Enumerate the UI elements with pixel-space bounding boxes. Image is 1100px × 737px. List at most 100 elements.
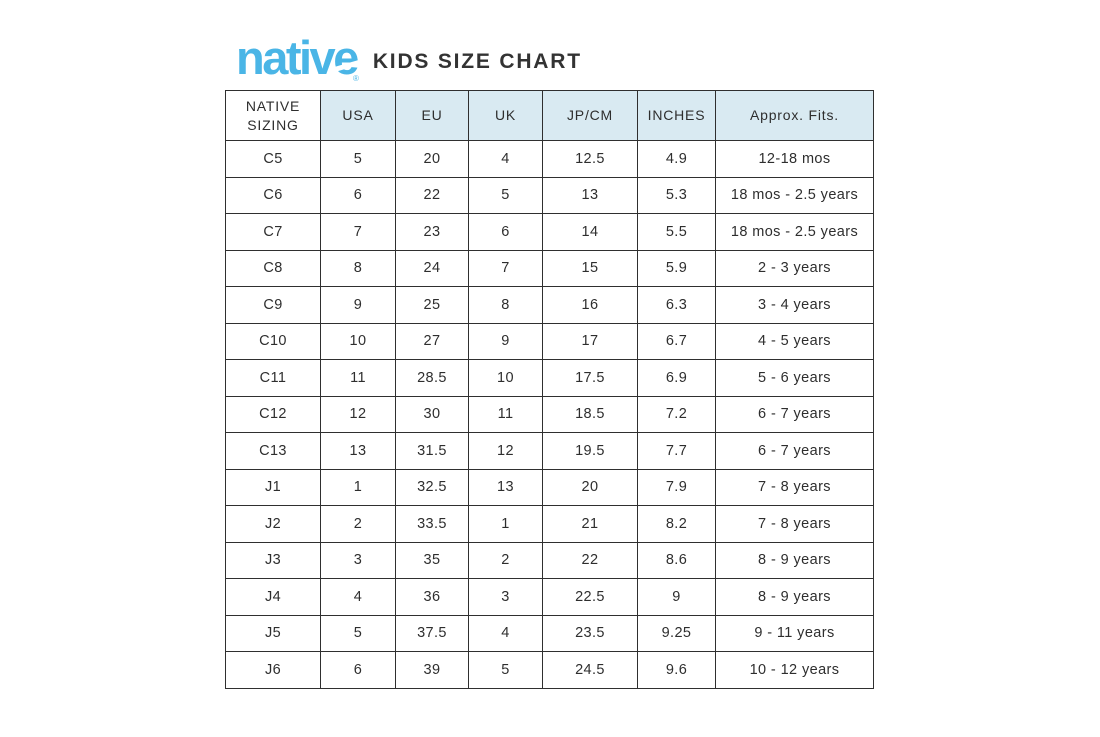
table-cell: 3 <box>468 578 543 616</box>
table-cell: 8.6 <box>637 541 716 579</box>
table-cell: C7 <box>225 213 321 251</box>
table-row: J1 1 32.5 13 20 7.9 7 - 8 years <box>225 468 874 506</box>
table-cell: 5 - 6 years <box>715 359 874 397</box>
table-cell: J4 <box>225 578 321 616</box>
table-cell: 23.5 <box>542 614 638 652</box>
table-cell: 28.5 <box>395 359 469 397</box>
table-cell: J5 <box>225 614 321 652</box>
table-cell: 1 <box>468 505 543 543</box>
table-row: J6 6 39 5 24.5 9.6 10 - 12 years <box>225 651 874 689</box>
table-cell: 32.5 <box>395 468 469 506</box>
table-cell: 2 <box>320 505 396 543</box>
table-cell: 8 <box>468 286 543 324</box>
table-row: C6 6 22 5 13 5.3 18 mos - 2.5 years <box>225 176 874 214</box>
column-header-approx-fits: Approx. Fits. <box>715 90 874 141</box>
table-cell: 8 <box>320 249 396 287</box>
table-row: J2 2 33.5 1 21 8.2 7 - 8 years <box>225 505 874 543</box>
table-cell: 5.9 <box>637 249 716 287</box>
table-cell: 9.6 <box>637 651 716 689</box>
column-header-uk: UK <box>468 90 543 141</box>
page-header: native ® KIDS SIZE CHART <box>236 34 582 84</box>
table-cell: 33.5 <box>395 505 469 543</box>
table-cell: 23 <box>395 213 469 251</box>
table-cell: 2 <box>468 541 543 579</box>
table-cell: 6.9 <box>637 359 716 397</box>
table-row: J5 5 37.5 4 23.5 9.25 9 - 11 years <box>225 614 874 652</box>
table-cell: 24.5 <box>542 651 638 689</box>
table-cell: 4 - 5 years <box>715 322 874 360</box>
table-cell: 39 <box>395 651 469 689</box>
table-cell: 4 <box>320 578 396 616</box>
table-cell: 6 <box>320 176 396 214</box>
table-header-row: NATIVE SIZING USA EU UK JP/CM INCHES App… <box>225 90 874 141</box>
native-logo: native ® <box>236 30 362 85</box>
table-cell: 7 - 8 years <box>715 468 874 506</box>
table-cell: 12 <box>320 395 396 433</box>
table-cell: J1 <box>225 468 321 506</box>
table-cell: J6 <box>225 651 321 689</box>
table-cell: 10 - 12 years <box>715 651 874 689</box>
table-cell: 3 - 4 years <box>715 286 874 324</box>
table-cell: 8.2 <box>637 505 716 543</box>
table-cell: 17.5 <box>542 359 638 397</box>
table-cell: 13 <box>320 432 396 470</box>
table-cell: 9 <box>637 578 716 616</box>
table-cell: 8 - 9 years <box>715 578 874 616</box>
table-cell: 4 <box>468 614 543 652</box>
table-cell: C6 <box>225 176 321 214</box>
table-cell: C12 <box>225 395 321 433</box>
table-cell: 5.3 <box>637 176 716 214</box>
table-cell: 10 <box>468 359 543 397</box>
table-cell: 7.2 <box>637 395 716 433</box>
column-header-eu: EU <box>395 90 469 141</box>
table-cell: 3 <box>320 541 396 579</box>
table-cell: 9 <box>320 286 396 324</box>
table-cell: 6 <box>320 651 396 689</box>
table-cell: 5.5 <box>637 213 716 251</box>
table-cell: C5 <box>225 140 321 178</box>
table-cell: 5 <box>468 176 543 214</box>
table-cell: 18 mos - 2.5 years <box>715 176 874 214</box>
column-header-inches: INCHES <box>637 90 716 141</box>
table-cell: 22 <box>542 541 638 579</box>
table-cell: 13 <box>468 468 543 506</box>
table-cell: 5 <box>468 651 543 689</box>
table-row: J4 4 36 3 22.5 9 8 - 9 years <box>225 578 874 616</box>
table-cell: 7 - 8 years <box>715 505 874 543</box>
table-cell: 31.5 <box>395 432 469 470</box>
table-cell: 1 <box>320 468 396 506</box>
table-cell: 20 <box>542 468 638 506</box>
page-title: KIDS SIZE CHART <box>372 50 582 73</box>
table-cell: 12 <box>468 432 543 470</box>
table-cell: 37.5 <box>395 614 469 652</box>
table-cell: 13 <box>542 176 638 214</box>
table-cell: 10 <box>320 322 396 360</box>
table-cell: 20 <box>395 140 469 178</box>
table-cell: 6 - 7 years <box>715 432 874 470</box>
table-row: C12 12 30 11 18.5 7.2 6 - 7 years <box>225 395 874 433</box>
table-cell: 7 <box>468 249 543 287</box>
table-row: C11 11 28.5 10 17.5 6.9 5 - 6 years <box>225 359 874 397</box>
table-row: J3 3 35 2 22 8.6 8 - 9 years <box>225 541 874 579</box>
table-cell: J2 <box>225 505 321 543</box>
table-cell: 6.7 <box>637 322 716 360</box>
table-cell: 36 <box>395 578 469 616</box>
table-cell: 22.5 <box>542 578 638 616</box>
column-header-native-sizing: NATIVE SIZING <box>225 90 321 141</box>
table-cell: 9.25 <box>637 614 716 652</box>
table-cell: 6 - 7 years <box>715 395 874 433</box>
native-logo-text: native <box>236 30 359 84</box>
table-cell: 24 <box>395 249 469 287</box>
table-cell: 21 <box>542 505 638 543</box>
size-table-body: C5 5 20 4 12.5 4.9 12-18 mos C6 6 22 5 13 5.3 18 mos … <box>225 140 874 689</box>
table-cell: 12-18 mos <box>715 140 874 178</box>
table-cell: 5 <box>320 614 396 652</box>
table-row: C13 13 31.5 12 19.5 7.7 6 - 7 years <box>225 432 874 470</box>
table-row: C8 8 24 7 15 5.9 2 - 3 years <box>225 249 874 287</box>
table-row: C5 5 20 4 12.5 4.9 12-18 mos <box>225 140 874 178</box>
table-cell: 7.7 <box>637 432 716 470</box>
table-cell: 12.5 <box>542 140 638 178</box>
table-cell: 35 <box>395 541 469 579</box>
table-cell: 22 <box>395 176 469 214</box>
table-cell: 25 <box>395 286 469 324</box>
